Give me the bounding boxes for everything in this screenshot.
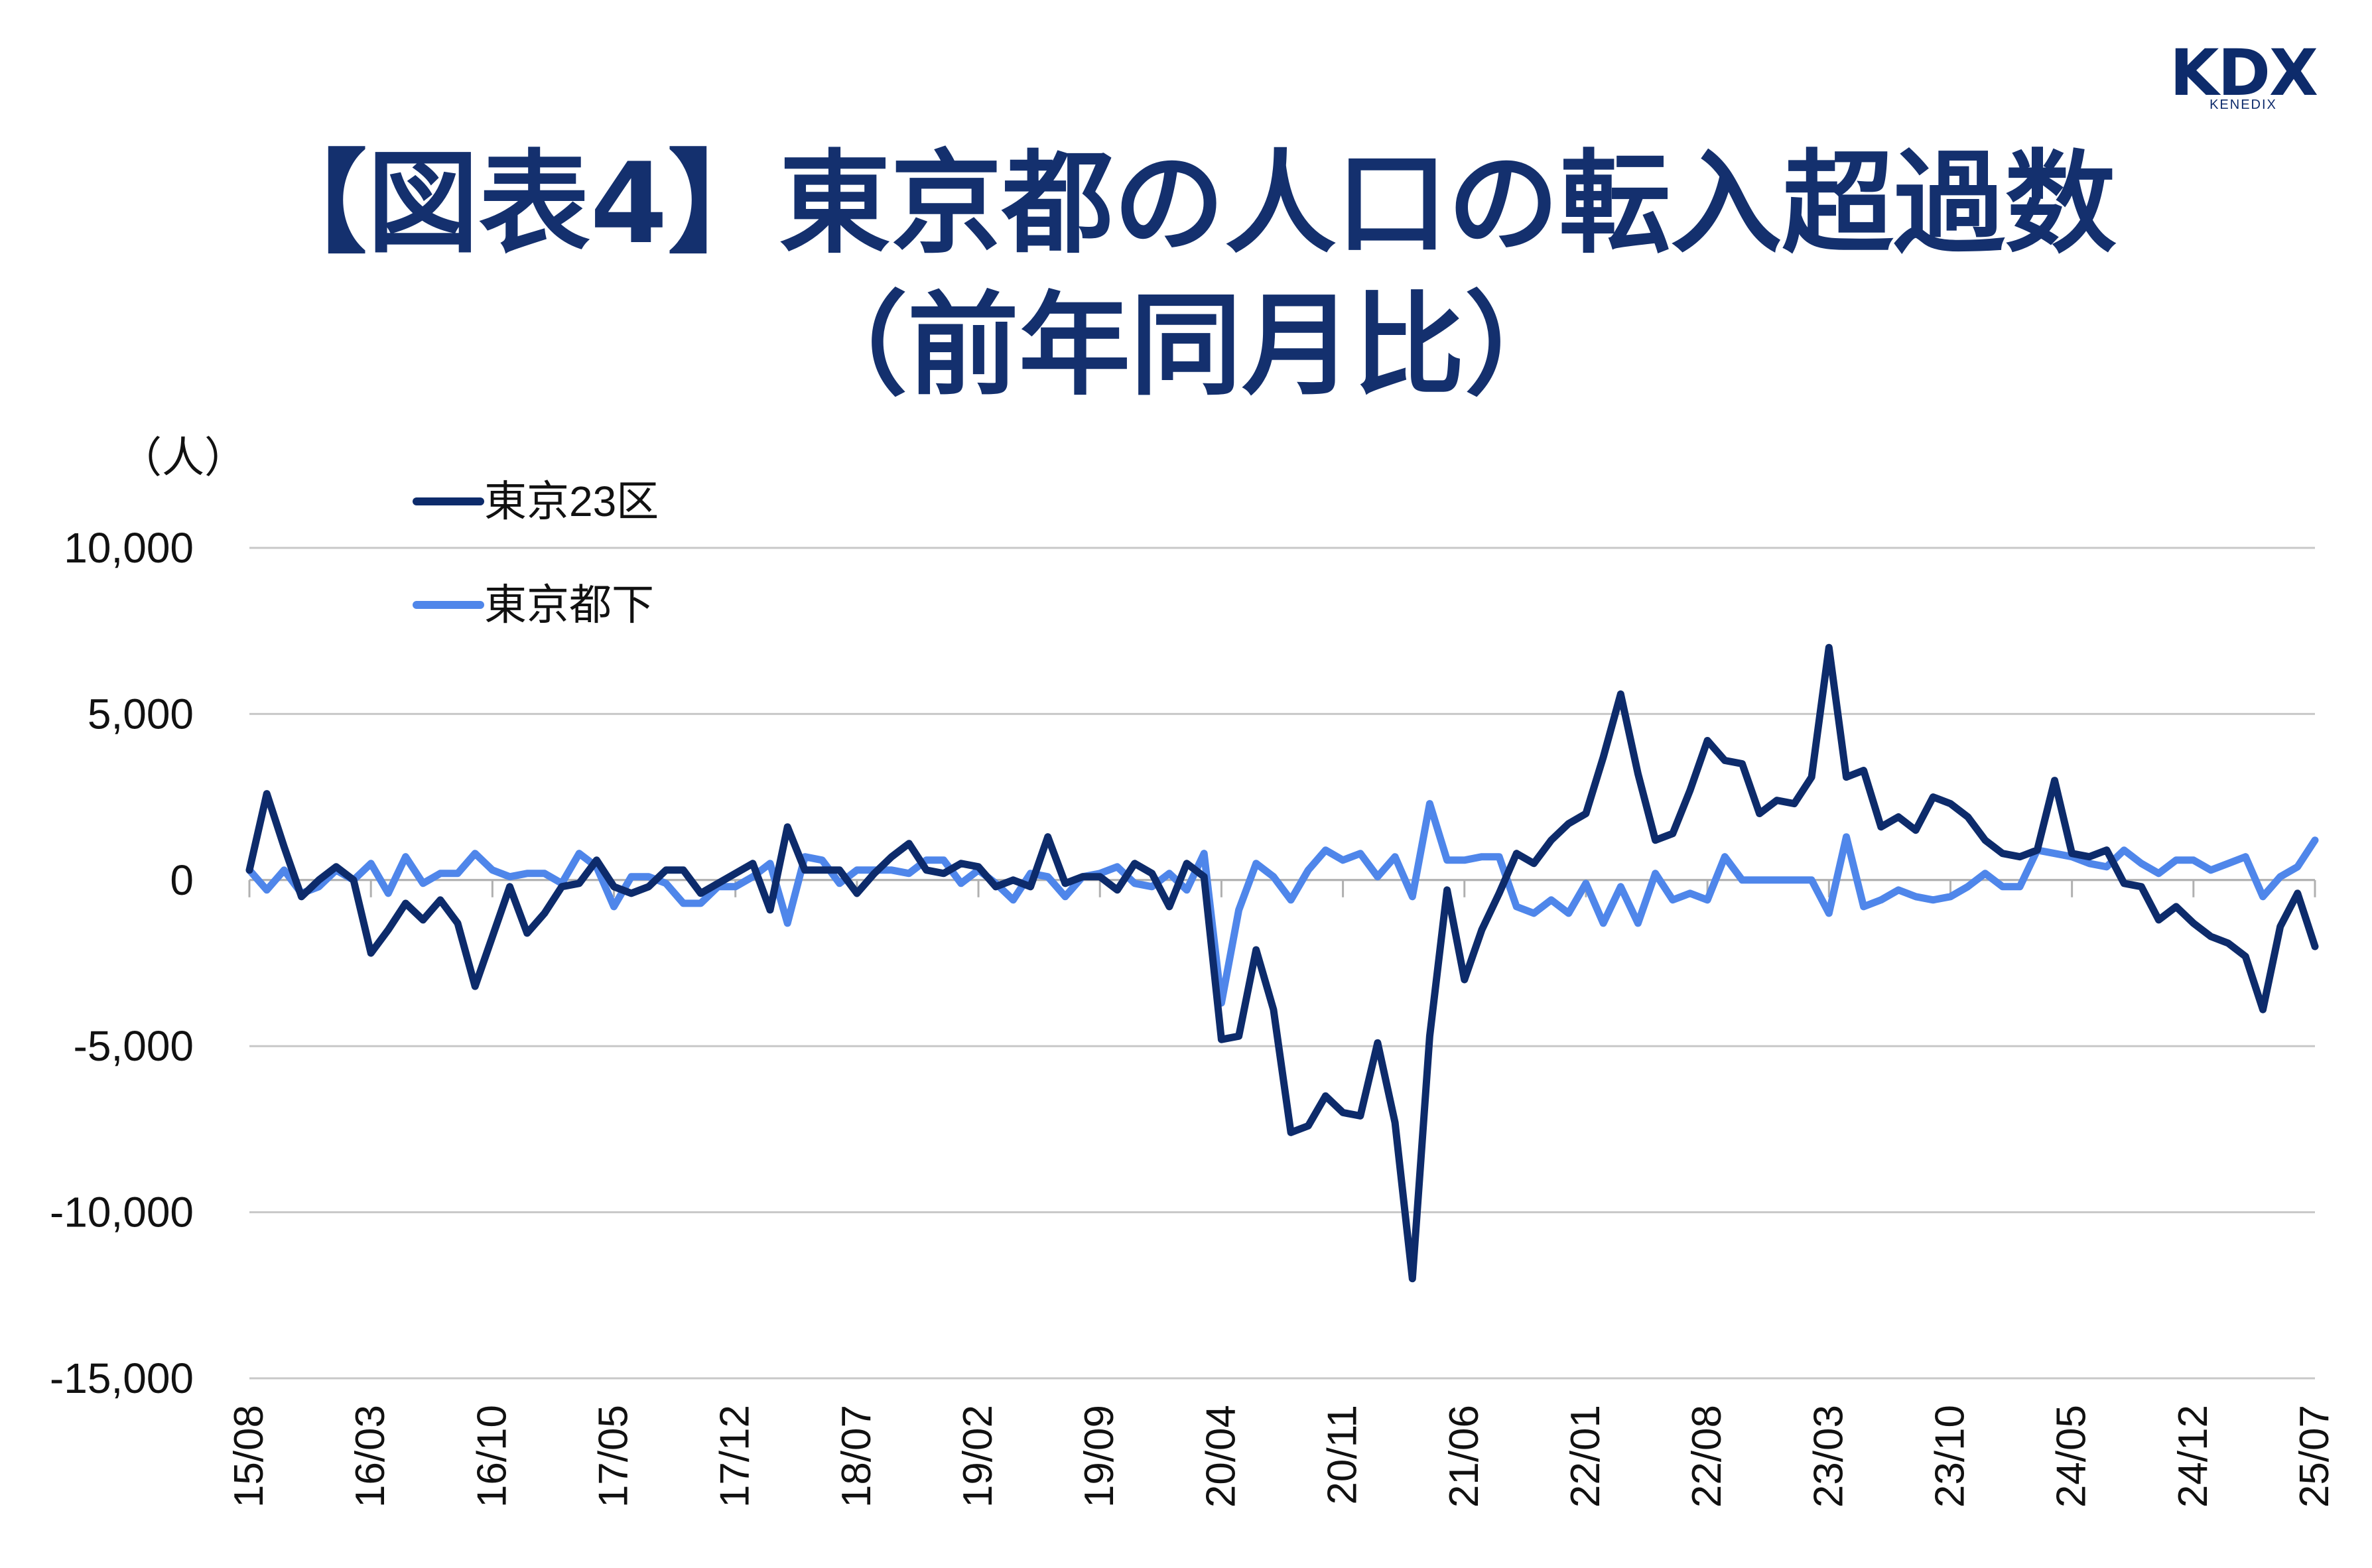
kdx-logo: KDX KENEDIX [2164, 36, 2323, 112]
series-line-2 [245, 800, 2319, 1007]
legend-label: 東京23区 [484, 478, 659, 525]
series-line-1 [245, 643, 2319, 1283]
chart-title-line1: 【図表4】東京都の人口の転入超過数 [255, 139, 2117, 269]
x-tick-label: 15/08 [226, 1405, 272, 1508]
series-lines [245, 643, 2319, 1283]
x-tick-label: 19/09 [1077, 1405, 1122, 1508]
x-tick-label: 21/06 [1441, 1405, 1487, 1508]
logo-sub-text: KENEDIX [2209, 98, 2277, 112]
x-tick-label: 23/03 [1806, 1405, 1851, 1508]
x-tick-label: 19/02 [955, 1405, 1001, 1508]
x-tick-label: 24/05 [2049, 1405, 2095, 1508]
x-tick-label: 22/08 [1684, 1405, 1730, 1508]
chart-title-line2: （前年同月比） [796, 281, 1576, 411]
x-tick-label: 20/04 [1198, 1405, 1244, 1508]
x-tick-label: 16/10 [469, 1405, 515, 1508]
logo-main-text: KDX [2169, 36, 2318, 110]
x-tick-label: 17/12 [712, 1405, 758, 1508]
x-tick-label: 22/01 [1563, 1405, 1609, 1508]
x-tick-label: 23/10 [1927, 1405, 1973, 1508]
y-tick-label: 0 [170, 856, 194, 904]
x-tick-label: 18/07 [834, 1405, 880, 1508]
x-tick-label: 16/03 [348, 1405, 393, 1508]
y-tick-label: 5,000 [88, 690, 194, 738]
y-axis: 10,000 5,000 0 -5,000 -10,000 -15,000 （人） [50, 434, 247, 1402]
y-tick-label: -15,000 [50, 1354, 194, 1402]
y-unit-label: （人） [119, 434, 247, 482]
y-tick-label: 10,000 [64, 524, 194, 572]
x-tick-label: 20/11 [1320, 1405, 1366, 1505]
x-axis: 15/08 16/03 16/10 17/05 17/12 18/07 19/02 19/09… [226, 879, 2338, 1508]
chart-title: 【図表4】東京都の人口の転入超過数 （前年同月比） [0, 133, 2372, 417]
x-tick-label: 25/07 [2292, 1405, 2338, 1508]
y-tick-label: -10,000 [50, 1189, 194, 1236]
x-tick-label: 24/12 [2170, 1405, 2216, 1508]
x-tick-label: 17/05 [591, 1405, 637, 1508]
legend-label: 東京都下 [484, 581, 654, 629]
y-tick-label: -5,000 [74, 1022, 194, 1070]
grid-lines [249, 547, 2315, 1380]
